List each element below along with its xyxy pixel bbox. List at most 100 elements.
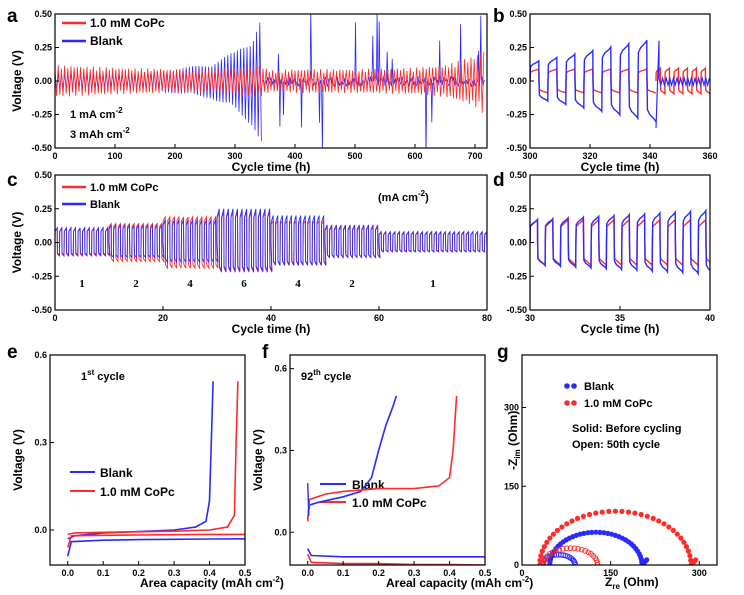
plot-area-a xyxy=(55,14,485,148)
series-copc-line xyxy=(55,51,485,113)
ytick-label: 0.50 xyxy=(34,170,52,180)
xtick-label: 0.2 xyxy=(372,568,385,578)
panel-d: 30 35 40 -0.50 -0.25 0.00 0.25 0.50 Cycle time (… xyxy=(506,170,715,336)
xlabel-c: Cycle time (h) xyxy=(232,322,311,336)
xtick-label: 80 xyxy=(482,313,492,323)
xtick-label: 60 xyxy=(374,313,384,323)
point-blank-before xyxy=(601,530,607,536)
rate-label: 1 xyxy=(430,278,436,290)
point-copc-before xyxy=(580,513,587,519)
axes-frame-e xyxy=(49,354,246,566)
series-blank-line xyxy=(530,39,657,123)
xtick-label: 0.0 xyxy=(301,568,314,578)
panel-letter-d: d xyxy=(493,170,505,191)
xtick-label: 300 xyxy=(692,568,707,578)
point-copc-before xyxy=(661,521,667,527)
point-blank-before xyxy=(589,529,595,536)
panel-e-xlabel: Area capacity (mAh cm-2) xyxy=(140,575,284,590)
panel-letter-f: f xyxy=(262,342,269,363)
xtick-label: 0 xyxy=(519,568,524,578)
point-copc-before xyxy=(586,511,593,518)
ylabel-a: Voltage (V) xyxy=(10,50,24,112)
series-copc-discharge xyxy=(66,533,245,548)
point-copc-before xyxy=(564,521,570,527)
point-copc-after xyxy=(578,546,585,553)
ylabel-e: Voltage (V) xyxy=(11,429,25,491)
legend-e: Blank 1.0 mM CoPc xyxy=(70,466,175,499)
rate-label: 4 xyxy=(295,278,301,290)
point-copc-before xyxy=(593,510,599,516)
ytick-label: 0.6 xyxy=(274,364,287,374)
ytick-label: -0.25 xyxy=(31,271,52,281)
xtick-label: 300 xyxy=(522,151,537,161)
xlabel-a: Cycle time (h) xyxy=(232,160,311,174)
ytick-label: 0.00 xyxy=(34,238,52,248)
panel-letter-g: g xyxy=(497,342,509,363)
point-copc-before xyxy=(550,531,557,537)
plot-area-b xyxy=(530,39,710,128)
ytick-label: 0.25 xyxy=(34,204,52,214)
plot-area-c xyxy=(55,208,487,273)
point-copc-before xyxy=(569,518,575,524)
ytick-label: 0.50 xyxy=(34,9,52,19)
series-blank-charge xyxy=(306,395,398,519)
xtick-label: 35 xyxy=(615,313,625,323)
rate-label: 2 xyxy=(133,278,139,290)
xtick-label: 320 xyxy=(582,151,597,161)
ytick-label: 300 xyxy=(504,403,519,413)
point-copc-after xyxy=(556,546,563,553)
xtick-label: 700 xyxy=(467,151,482,161)
point-copc-before xyxy=(687,553,693,559)
point-copc-after xyxy=(567,545,574,551)
point-copc-before xyxy=(683,544,690,550)
point-copc-after xyxy=(547,551,553,557)
xtick-label: 40 xyxy=(266,313,276,323)
xlabel-b: Cycle time (h) xyxy=(581,160,660,174)
xtick-label: 0.1 xyxy=(337,568,350,578)
ytick-label: 0.0 xyxy=(274,527,287,537)
point-copc-after xyxy=(582,547,589,554)
xlabel-d: Cycle time (h) xyxy=(581,322,660,336)
legend-a: 1.0 mM CoPc Blank xyxy=(62,16,165,48)
legend-e-blank: Blank xyxy=(100,466,133,480)
rate-label: 1 xyxy=(79,278,85,290)
xtick-label: 0.4 xyxy=(203,568,216,578)
ytick-label: -0.50 xyxy=(506,305,527,315)
point-copc-before xyxy=(644,513,650,519)
ytick-label: -0.25 xyxy=(31,110,52,120)
legend-a-copc: 1.0 mM CoPc xyxy=(90,16,165,30)
rate-label: 6 xyxy=(241,278,247,290)
ytick-label: 0.25 xyxy=(509,43,527,53)
point-copc-after xyxy=(559,545,566,552)
point-copc-after xyxy=(549,549,556,556)
ytick-label: 0.50 xyxy=(509,9,527,19)
xtick-label: 0.4 xyxy=(443,568,456,578)
point-copc-after xyxy=(563,545,570,552)
xtick-label: 360 xyxy=(702,151,717,161)
legend-e-copc: 1.0 mM CoPc xyxy=(100,485,175,499)
point-copc-before xyxy=(574,515,581,522)
ytick-label: 0.00 xyxy=(509,238,527,248)
xtick-label: 0 xyxy=(52,313,57,323)
legend-g: Blank 1.0 mM CoPc Solid: Before cycling … xyxy=(564,381,681,451)
ytick-label: 0 xyxy=(514,560,519,570)
ytick-label: 0.3 xyxy=(274,445,287,455)
legend-c-blank: Blank xyxy=(90,199,121,211)
point-copc-before xyxy=(538,553,544,559)
ylabel-c: Voltage (V) xyxy=(10,212,24,274)
legend-f-copc: 1.0 mM CoPc xyxy=(352,496,427,510)
ytick-label: -0.50 xyxy=(506,143,527,153)
series-blank-discharge xyxy=(66,538,245,557)
xtick-label: 100 xyxy=(107,151,122,161)
point-copc-before xyxy=(666,524,672,530)
xtick-label: 0 xyxy=(52,151,57,161)
xtick-label: 40 xyxy=(705,313,715,323)
plot-area-f xyxy=(306,395,485,565)
annotation-a: 1 mA cm-2 3 mAh cm-2 xyxy=(70,106,130,141)
panel-letter-a: a xyxy=(7,6,18,27)
note-open: Open: 50th cycle xyxy=(572,439,660,451)
point-copc-before xyxy=(559,524,565,530)
point-copc-before xyxy=(541,544,547,550)
point-copc-before xyxy=(674,531,680,537)
point-copc-before xyxy=(681,539,687,545)
